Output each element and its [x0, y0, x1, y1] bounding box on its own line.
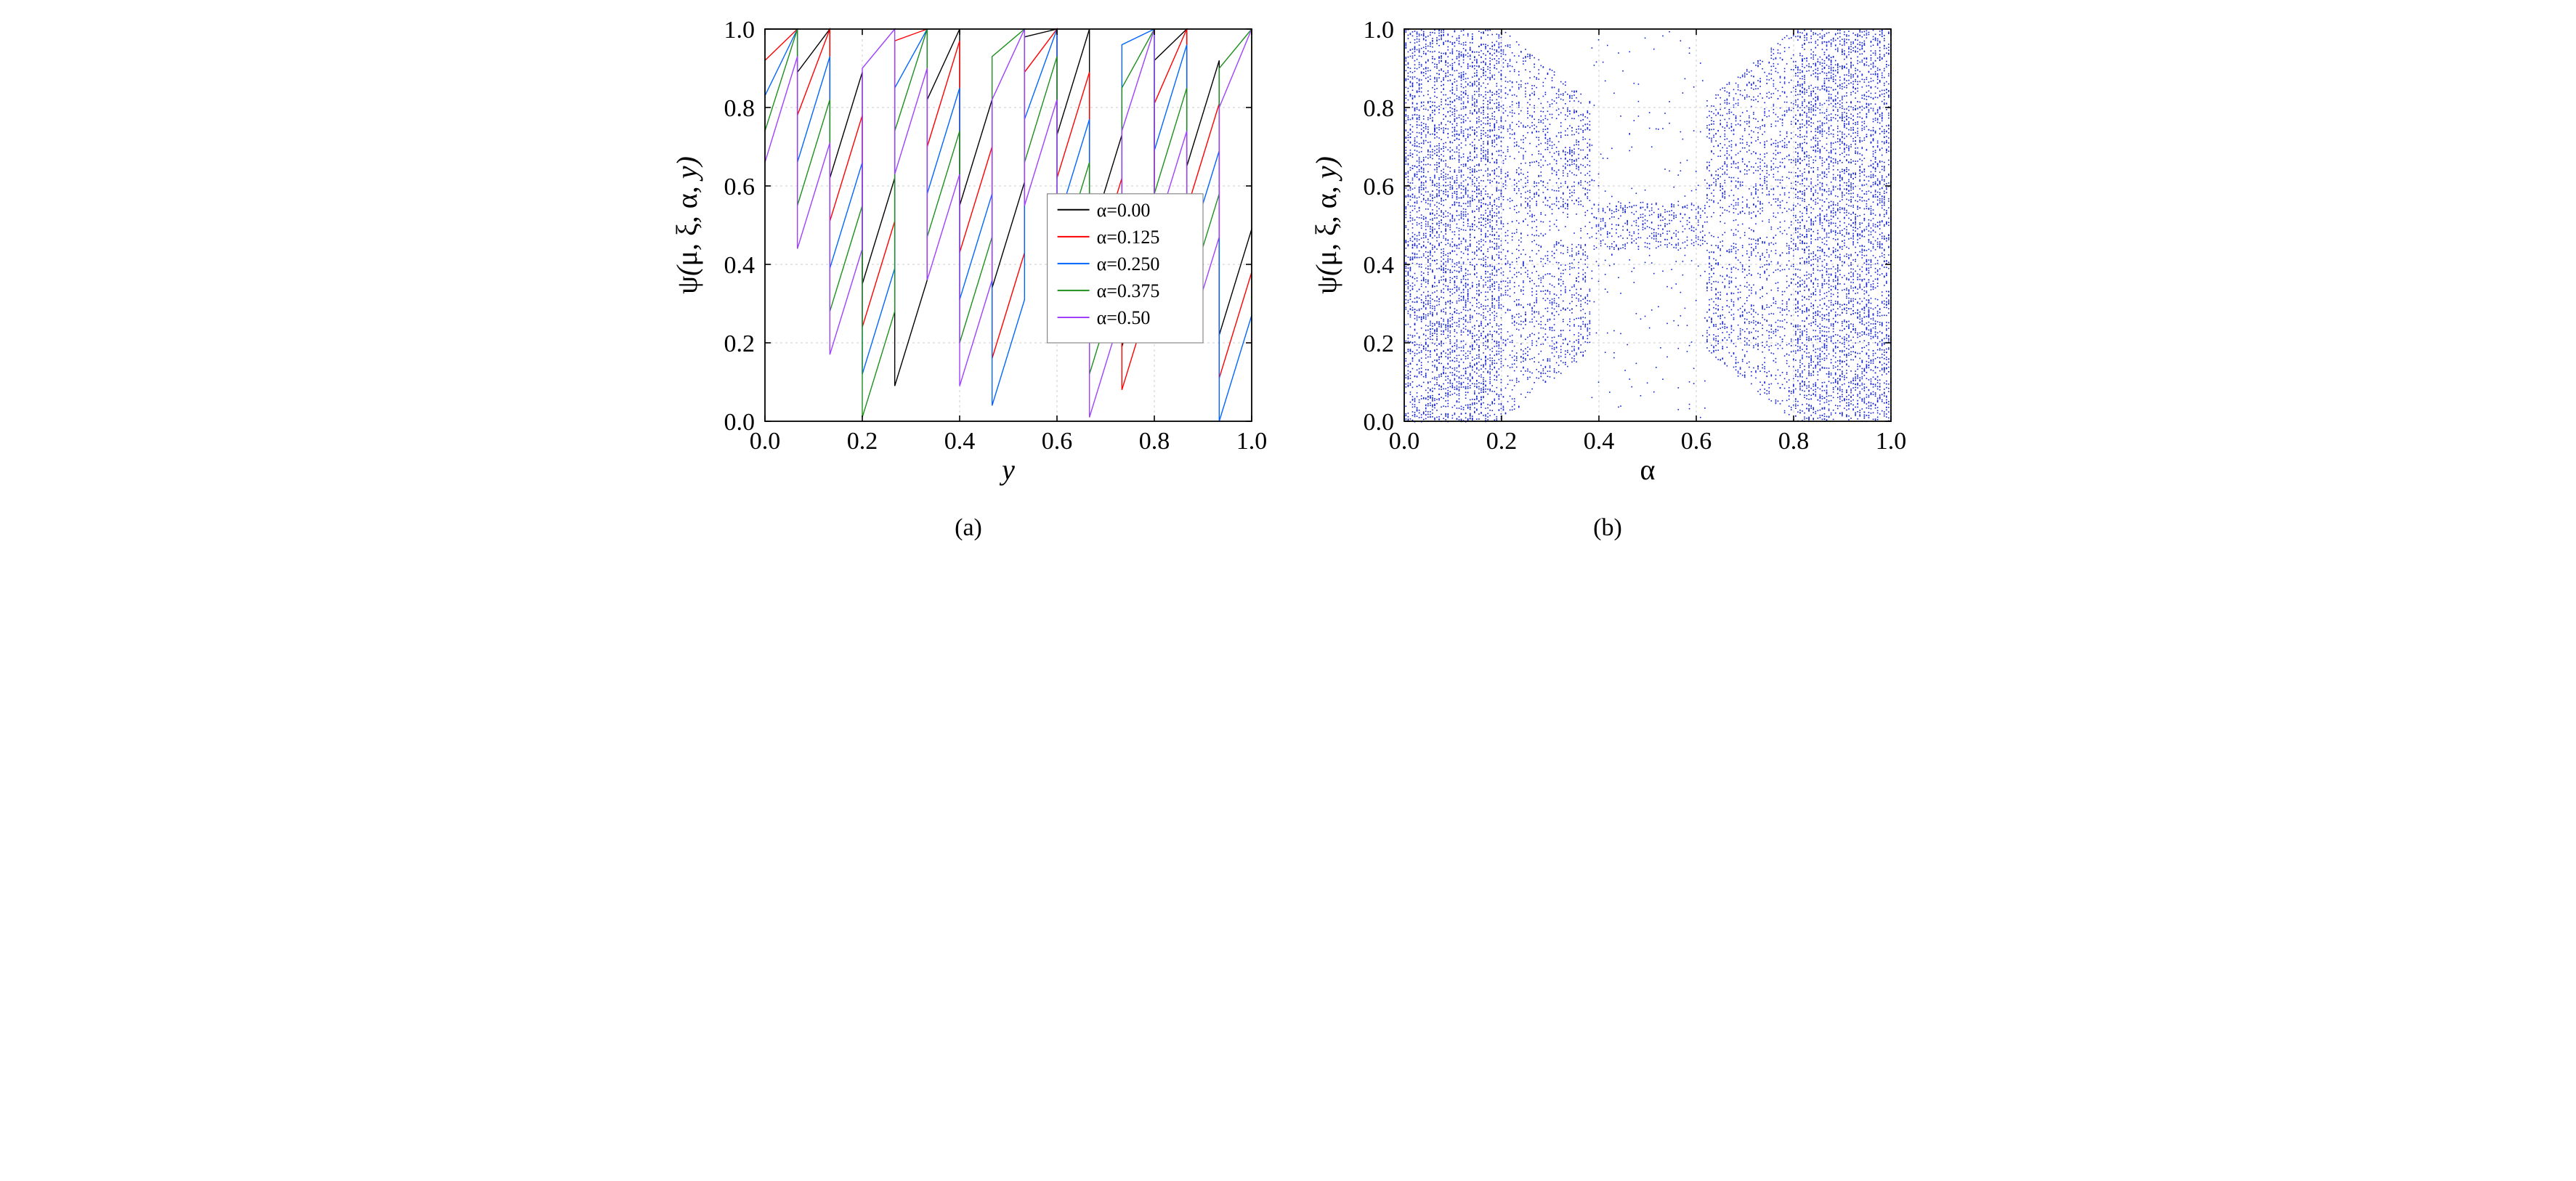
- panel-b-plot: 0.00.00.20.20.40.40.60.60.80.81.01.0αψ(μ…: [1310, 15, 1905, 508]
- ytick-3: 0.6: [724, 174, 756, 200]
- xlabel-a: y: [999, 453, 1015, 486]
- xtick-b-4: 0.8: [1778, 428, 1810, 455]
- panel-b-svg: 0.00.00.20.20.40.40.60.60.80.81.01.0αψ(μ…: [1310, 15, 1905, 508]
- ytick-2: 0.4: [724, 252, 756, 279]
- ytick-1: 0.2: [724, 330, 756, 357]
- figure-row: 0.0 0.0 0.2 0.2 0.4 0.4 0.6 0.6 0.8 0.8 1.0 1.0 y ψ(μ…: [15, 15, 2561, 542]
- ytick-5: 1.0: [724, 17, 756, 44]
- panel-b-caption: (b): [1593, 514, 1622, 542]
- xtick-3: 0.6: [1042, 428, 1073, 455]
- scatter-cloud: [1406, 29, 1892, 423]
- ytick-b-3: 0.6: [1364, 174, 1395, 200]
- legend-label-2: α=0.250: [1097, 253, 1160, 275]
- ytick-b-1: 0.2: [1364, 330, 1395, 357]
- xtick-b-5: 1.0: [1876, 428, 1905, 455]
- panel-a-caption: (a): [955, 514, 982, 542]
- legend-label-3: α=0.375: [1097, 280, 1160, 301]
- xtick-b-2: 0.4: [1584, 428, 1615, 455]
- legend-label-0: α=0.00: [1097, 200, 1151, 221]
- ytick-0: 0.0: [724, 409, 756, 436]
- panel-b: 0.00.00.20.20.40.40.60.60.80.81.01.0αψ(μ…: [1310, 15, 1905, 542]
- ytick-b-5: 1.0: [1364, 17, 1395, 44]
- ylabel-a: ψ(μ, ξ, α, y): [671, 156, 703, 294]
- ylabel-b: ψ(μ, ξ, α, y): [1310, 156, 1342, 294]
- xtick-b-3: 0.6: [1681, 428, 1712, 455]
- panel-a-plot: 0.00.00.20.20.40.40.60.60.80.81.01.0yψ(μ…: [671, 15, 1266, 508]
- panel-a: 0.00.00.20.20.40.40.60.60.80.81.01.0yψ(μ…: [671, 15, 1266, 542]
- ytick-b-4: 0.8: [1364, 95, 1395, 122]
- legend-label-4: α=0.50: [1097, 307, 1151, 328]
- xtick-4: 0.8: [1139, 428, 1170, 455]
- legend-label-1: α=0.125: [1097, 227, 1160, 248]
- ytick-b-0: 0.0: [1364, 409, 1395, 436]
- xtick-5: 1.0: [1236, 428, 1266, 455]
- panel-a-svg: 0.00.00.20.20.40.40.60.60.80.81.01.0yψ(μ…: [671, 15, 1266, 508]
- xlabel-b: α: [1640, 453, 1656, 486]
- xtick-1: 0.2: [847, 428, 878, 455]
- ytick-4: 0.8: [724, 95, 756, 122]
- ytick-b-2: 0.4: [1364, 252, 1395, 279]
- xtick-b-1: 0.2: [1486, 428, 1518, 455]
- xtick-2: 0.4: [944, 428, 976, 455]
